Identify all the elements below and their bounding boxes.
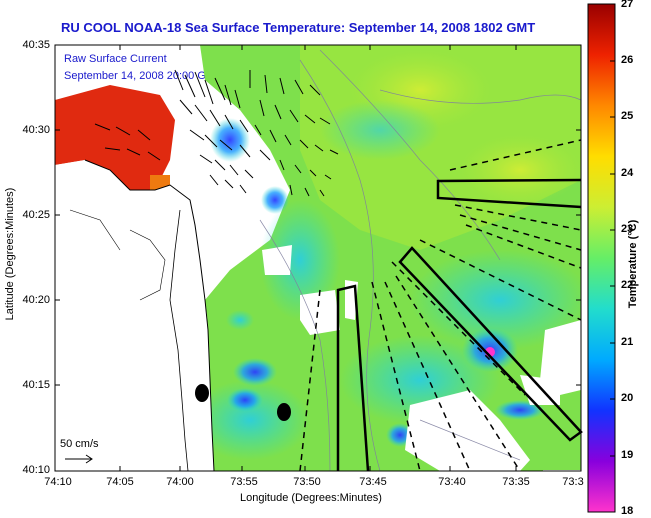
scale-arrow-icon	[65, 454, 93, 464]
x-tick-label: 73:35	[502, 476, 530, 488]
map-title: RU COOL NOAA-18 Sea Surface Temperature:…	[61, 20, 536, 35]
x-tick-label: 74:05	[106, 476, 134, 488]
station-marker	[195, 384, 209, 402]
y-axis-label: Latitude (Degrees:Minutes)	[4, 187, 16, 321]
x-tick-label: 74:10	[44, 476, 72, 488]
colorbar-tick-label: 19	[621, 449, 634, 461]
y-tick-label: 40:10	[22, 464, 50, 476]
colorbar-tick-label: 27	[621, 0, 634, 10]
colorbar-tick-label: 24	[621, 167, 634, 179]
y-tick-label: 40:35	[22, 39, 50, 51]
plot-frame	[54, 44, 582, 472]
x-tick-label: 73:3	[562, 476, 584, 488]
x-tick-label: 73:45	[359, 476, 387, 488]
current-legend-date: September 14, 2008 20:00 GMT	[64, 70, 222, 82]
x-tick-label: 73:55	[230, 476, 258, 488]
y-tick-label: 40:30	[22, 124, 50, 136]
bathymetry-contours	[259, 49, 582, 472]
y-tick-label: 40:15	[22, 379, 50, 391]
colorbar-tick-label: 25	[621, 110, 634, 122]
scale-label: 50 cm/s	[60, 438, 99, 450]
colorbar-tick-label: 18	[621, 505, 634, 517]
y-tick-label: 40:25	[22, 209, 50, 221]
current-vectors	[94, 69, 339, 197]
map-field	[55, 45, 581, 471]
x-axis-label: Longitude (Degrees:Minutes)	[240, 492, 382, 504]
colorbar-label: Temperature (°C)	[627, 219, 639, 309]
x-tick-label: 73:40	[438, 476, 466, 488]
station-marker	[277, 403, 291, 421]
colorbar	[587, 3, 616, 513]
y-tick-label: 40:20	[22, 294, 50, 306]
colorbar-tick-label: 22	[621, 279, 634, 291]
colorbar-tick-label: 20	[621, 392, 634, 404]
colorbar-tick-label: 23	[621, 223, 634, 235]
x-tick-label: 73:50	[293, 476, 321, 488]
colorbar-tick-label: 21	[621, 336, 634, 348]
current-legend-label: Raw Surface Current	[64, 53, 167, 65]
colorbar-tick-label: 26	[621, 54, 634, 66]
x-tick-label: 74:00	[166, 476, 194, 488]
